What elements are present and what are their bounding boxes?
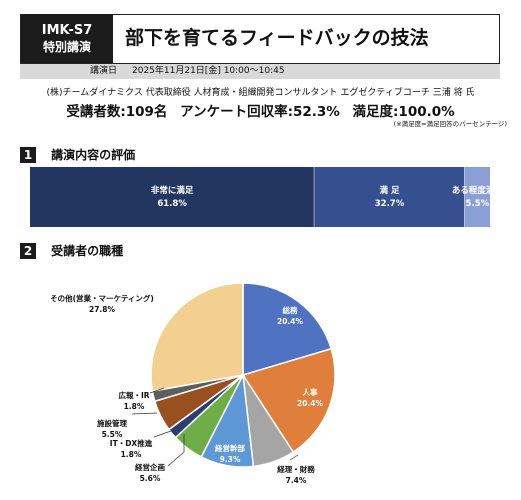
bar-segment (314, 167, 465, 227)
attendee-count: 受講者数:109名 (66, 104, 168, 120)
pie-slice (150, 282, 244, 392)
bar-segment-label: ある程度満足 (452, 185, 490, 196)
pie-slice-value: 9.3% (220, 455, 241, 464)
page-title: 部下を育てるフィードバックの技法 (125, 27, 429, 49)
date-row: 講演日 2025年11月21日[金] 10:00〜10:45 (20, 64, 500, 79)
pie-slice-value: 7.4% (286, 476, 307, 485)
bar-segment (30, 167, 315, 227)
bar-segment-value: 5.5% (466, 199, 490, 209)
pie-slice-label: その他(営業・マーケティング) (50, 293, 154, 303)
bar-segment (464, 167, 490, 227)
bar-segment-label: 満 足 (380, 185, 400, 196)
section-number: 2 (20, 243, 36, 259)
section-title: 受講者の職種 (51, 244, 124, 258)
section-title: 講演内容の評価 (51, 148, 136, 162)
bar-segment-label: 非常に満足 (151, 185, 194, 196)
pie-slice-label: 施設管理 (97, 418, 127, 428)
bar-segment-value: 61.8% (157, 199, 187, 209)
pie-slice-label: 経営企画 (135, 462, 165, 472)
pie-slice-label: 経営幹部 (215, 443, 245, 453)
pie-leader-line (289, 454, 299, 461)
pie-slice-label: 広報・IR (118, 390, 149, 400)
pie-slice-value: 27.8% (89, 305, 116, 314)
pie-slice (241, 347, 336, 454)
pie-leader-line (167, 434, 185, 467)
header-box: IMK-S7 特別講演 部下を育てるフィードバックの技法 (20, 14, 500, 64)
pie-slice (242, 282, 333, 377)
pie-slice-value: 5.6% (140, 474, 161, 483)
pie-leader-line (131, 412, 158, 415)
pie-slice-value: 20.4% (297, 399, 324, 408)
section-heading-occupation: 2 受講者の職種 (20, 243, 123, 259)
pie-slice-label: 人事 (303, 387, 318, 397)
pie-slice-label: 経理・財務 (277, 464, 315, 474)
evaluation-bar-chart: 非常に満足 61.8% 満 足 32.7% ある程度満足 5.5% (30, 167, 490, 227)
pie-leader-line (149, 387, 165, 394)
event-tag: IMK-S7 特別講演 (21, 15, 113, 63)
pie-leader-line (153, 430, 172, 438)
pie-slice-value: 20.4% (277, 317, 304, 326)
section-number: 1 (20, 147, 36, 163)
section-heading-evaluation: 1 講演内容の評価 (20, 147, 135, 163)
speaker-info: (株)チームダイナミクス 代表取締役 人材育成・組織開発コンサルタント エグゼク… (46, 88, 475, 98)
event-category: 特別講演 (42, 40, 91, 54)
pie-slice-value: 5.5% (102, 430, 123, 439)
pie-slice-value: 1.8% (124, 402, 145, 411)
response-rate: アンケート回収率:52.3% (180, 104, 340, 120)
pie-slice-label: 総務 (283, 305, 298, 315)
satisfaction-rate: 満足度:100.0% (352, 104, 455, 120)
date-label: 講演日 (90, 66, 118, 76)
pie-slice-label: IT・DX推進 (110, 438, 153, 448)
stats-line: 受講者数:109名 アンケート回収率:52.3% 満足度:100.0% (12, 100, 509, 120)
bar-segment-value: 32.7% (375, 199, 405, 209)
event-code: IMK-S7 (41, 23, 93, 38)
pie-slice-value: 1.8% (121, 450, 142, 459)
date-value: 2025年11月21日[金] 10:00〜10:45 (132, 66, 285, 76)
satisfaction-note: (※満足度=満足回答のパーセンテージ) (393, 120, 507, 128)
